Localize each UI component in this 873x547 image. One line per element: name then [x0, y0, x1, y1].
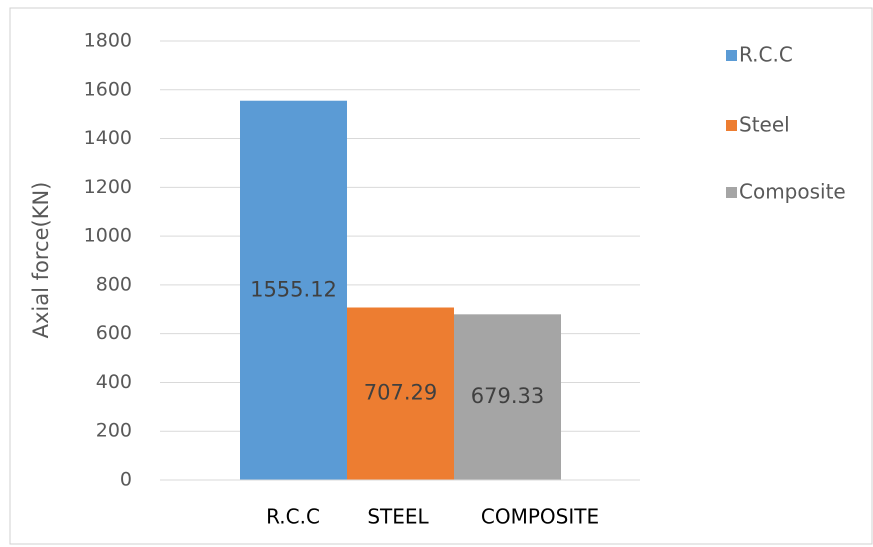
y-tick-label: 1400 — [84, 127, 132, 149]
y-tick-label: 800 — [96, 273, 132, 295]
y-tick-label: 0 — [120, 469, 132, 491]
data-label: 679.33 — [471, 384, 544, 408]
bar — [240, 100, 347, 480]
bar — [454, 314, 561, 480]
legend-label: Composite — [739, 180, 846, 204]
y-tick-label: 1200 — [84, 176, 132, 198]
y-axis-label: Axial force(KN) — [29, 182, 53, 339]
legend-swatch — [726, 187, 737, 198]
legend-label: R.C.C — [739, 43, 793, 67]
y-tick-label: 1600 — [84, 78, 132, 100]
x-tick-label: R.C.C — [266, 505, 320, 529]
y-tick-label: 200 — [96, 420, 132, 442]
x-tick-label: COMPOSITE — [481, 505, 599, 529]
legend-swatch — [726, 120, 737, 131]
legend-swatch — [726, 50, 737, 61]
y-tick-label: 1000 — [84, 225, 132, 247]
y-tick-label: 600 — [96, 322, 132, 344]
x-tick-label: STEEL — [367, 505, 429, 529]
bar — [347, 307, 454, 480]
data-label: 1555.12 — [250, 277, 337, 301]
legend-label: Steel — [739, 113, 790, 137]
y-tick-label: 1800 — [84, 30, 132, 52]
y-tick-label: 400 — [96, 371, 132, 393]
data-label: 707.29 — [364, 381, 437, 405]
